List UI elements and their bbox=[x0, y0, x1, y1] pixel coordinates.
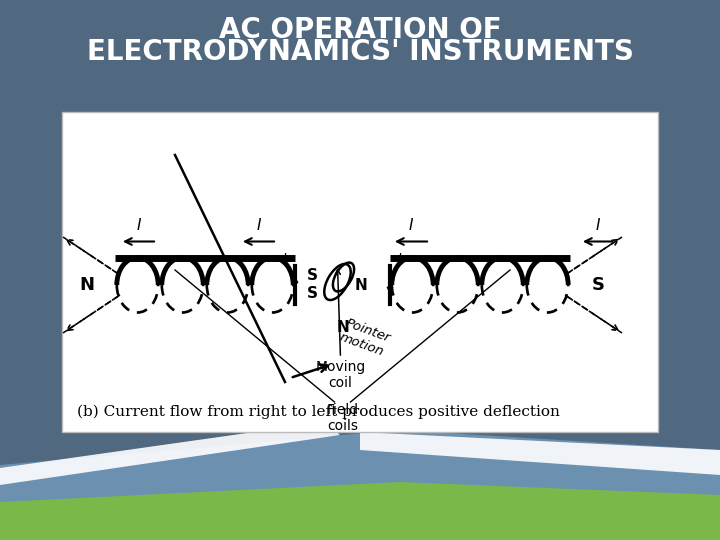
Text: (b) Current flow from right to left produces positive deflection: (b) Current flow from right to left prod… bbox=[77, 405, 560, 419]
Text: S: S bbox=[307, 267, 318, 282]
Text: ELECTRODYNAMICS' INSTRUMENTS: ELECTRODYNAMICS' INSTRUMENTS bbox=[86, 38, 634, 66]
Text: Field
coils: Field coils bbox=[326, 403, 359, 433]
Text: N: N bbox=[79, 276, 94, 294]
Text: I: I bbox=[398, 252, 402, 265]
Text: Pointer
motion: Pointer motion bbox=[338, 316, 392, 359]
Text: I: I bbox=[595, 218, 600, 233]
Bar bbox=[62, 112, 658, 432]
Polygon shape bbox=[0, 422, 340, 485]
Polygon shape bbox=[0, 482, 720, 540]
Polygon shape bbox=[0, 430, 720, 540]
Text: Moving
coil: Moving coil bbox=[315, 360, 366, 390]
Text: I: I bbox=[283, 252, 287, 265]
Polygon shape bbox=[360, 432, 720, 475]
Text: I: I bbox=[136, 218, 140, 233]
Text: I: I bbox=[256, 218, 261, 233]
Text: I: I bbox=[409, 218, 413, 233]
Text: S: S bbox=[307, 286, 318, 300]
Text: S: S bbox=[592, 276, 605, 294]
Text: N: N bbox=[354, 278, 367, 293]
Text: N: N bbox=[336, 320, 349, 334]
Text: AC OPERATION OF: AC OPERATION OF bbox=[219, 16, 501, 44]
